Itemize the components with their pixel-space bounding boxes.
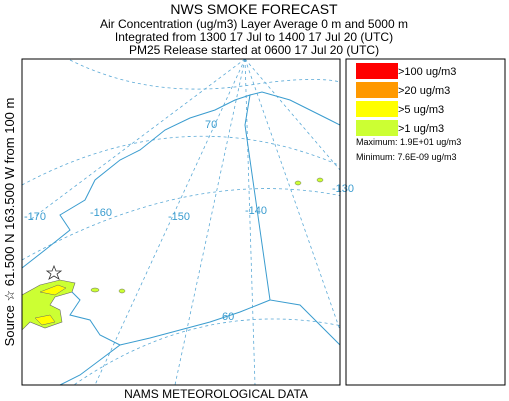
- coastline: [59, 299, 271, 385]
- smoke-area: [34, 284, 67, 326]
- map-frame: [21, 58, 341, 386]
- graticule: [244, 59, 340, 171]
- minimum: Minimum: 7.6E-09 ug/m3: [356, 152, 457, 162]
- subtitle: Integrated from 1300 17 Jul to 1400 17 J…: [115, 30, 393, 44]
- longitude-label: -170: [24, 211, 46, 223]
- graticule: [22, 188, 340, 261]
- maximum: Maximum: 1.9E+01 ug/m3: [356, 137, 461, 147]
- legend-label: >20 ug/m3: [398, 85, 450, 97]
- longitude-label: -160: [90, 207, 112, 219]
- graticule: [22, 135, 340, 186]
- legend-label: >1 ug/m3: [398, 123, 444, 135]
- legend-swatch: [356, 120, 398, 136]
- source-label: Source ☆ 61.500 N 163.500 W from 100 m: [2, 98, 17, 347]
- smoke-area: [90, 287, 100, 293]
- graticule: [244, 59, 256, 385]
- smoke-area: [22, 279, 76, 331]
- coastline: [249, 91, 340, 126]
- legend-label: >5 ug/m3: [398, 104, 444, 116]
- graticule: [29, 59, 246, 221]
- legend-frame: [345, 58, 506, 386]
- longitude-label: -140: [245, 205, 267, 217]
- latitude-label: 60: [222, 311, 234, 323]
- longitude-label: -150: [168, 211, 190, 223]
- subtitle: PM25 Release started at 0600 17 Jul 20 (…: [129, 43, 379, 57]
- map: -170 -160 -150 -140 -130 70 60: [21, 58, 354, 386]
- legend-swatch: [356, 63, 398, 79]
- smoke-area: [294, 180, 302, 186]
- source-star: [45, 264, 63, 280]
- latitude-label: 70: [205, 119, 217, 131]
- legend-swatch: [356, 101, 398, 117]
- smoke-area: [118, 288, 126, 294]
- subtitle: Air Concentration (ug/m3) Layer Average …: [100, 17, 408, 31]
- graticule: [69, 59, 340, 90]
- title: NWS SMOKE FORECAST: [170, 1, 338, 17]
- graticule: [244, 59, 340, 331]
- graticule: [174, 59, 246, 385]
- longitude-label: -130: [332, 183, 354, 195]
- legend-label: >100 ug/m3: [398, 66, 456, 78]
- footer: NAMS METEOROLOGICAL DATA: [124, 387, 308, 401]
- smoke-area: [316, 177, 324, 183]
- graticule: [73, 318, 340, 385]
- legend-swatch: [356, 82, 398, 98]
- coastline: [22, 94, 340, 346]
